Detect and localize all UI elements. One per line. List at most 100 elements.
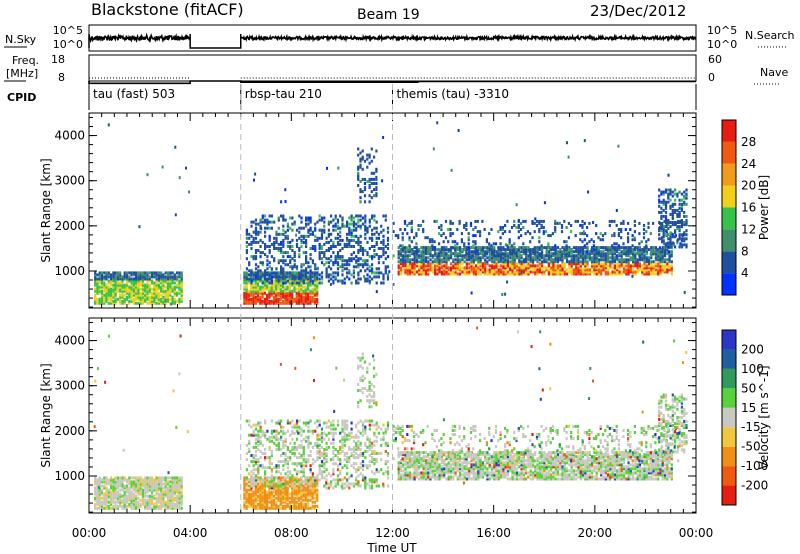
rti-cell <box>98 504 101 508</box>
rti-cell <box>123 486 126 490</box>
rti-cell <box>622 270 626 274</box>
rti-cell <box>515 254 519 258</box>
rti-cell <box>146 297 149 301</box>
rti-cell <box>460 248 463 252</box>
rti-cell <box>386 275 390 279</box>
rti-cell <box>279 506 282 510</box>
rti-cell <box>155 285 158 289</box>
rti-cell <box>110 273 113 277</box>
rti-cell <box>291 480 294 484</box>
rti-cell <box>326 166 328 170</box>
rti-cell <box>463 244 466 248</box>
rti-cell <box>361 149 364 153</box>
rti-cell <box>100 281 104 285</box>
rti-cell <box>577 252 580 256</box>
rti-cell <box>293 289 296 293</box>
rti-cell <box>570 248 573 252</box>
rti-cell <box>256 289 260 293</box>
rti-cell <box>245 240 248 244</box>
rti-cell <box>137 279 140 283</box>
rti-cell <box>650 270 653 274</box>
rti-cell <box>620 272 623 276</box>
rti-cell <box>541 248 544 252</box>
rti-cell <box>563 256 566 260</box>
rti-cell <box>272 287 276 291</box>
rti-cell <box>259 486 262 490</box>
rti-cell <box>313 287 316 291</box>
rti-cell <box>304 299 307 303</box>
rti-cell <box>323 220 326 224</box>
rti-cell <box>268 285 271 289</box>
rti-cell <box>662 229 665 233</box>
rti-cell <box>286 245 289 248</box>
rti-cell <box>477 262 480 266</box>
rti-cell <box>645 240 648 244</box>
rti-cell <box>386 230 390 234</box>
rti-cell <box>500 246 503 250</box>
rti-cell <box>119 285 122 289</box>
rti-cell <box>103 500 106 504</box>
rti-cell <box>669 225 672 229</box>
rti-cell <box>291 249 294 252</box>
rti-cell <box>125 478 129 482</box>
rti-cell <box>415 262 418 266</box>
rti-cell <box>454 250 457 254</box>
rti-cell <box>105 289 108 293</box>
rti-cell <box>568 246 571 250</box>
rti-cell <box>420 254 423 258</box>
rti-cell <box>350 273 353 277</box>
rti-cell <box>164 490 167 494</box>
rti-cell <box>155 490 158 494</box>
rti-cell <box>666 264 669 268</box>
rti-cell <box>94 480 97 484</box>
rti-cell <box>600 254 603 258</box>
rti-cell <box>597 246 600 250</box>
rti-cell <box>529 254 532 258</box>
rti-cell <box>436 252 439 256</box>
rti-cell <box>527 266 530 270</box>
rti-cell <box>348 238 351 242</box>
rti-cell <box>302 490 305 494</box>
rti-cell <box>256 486 260 490</box>
rti-cell <box>413 262 416 266</box>
rti-cell <box>502 264 505 268</box>
rti-cell <box>538 256 541 260</box>
rti-cell <box>440 260 443 264</box>
rti-cell <box>574 234 577 238</box>
rti-cell <box>600 264 603 268</box>
rti-cell <box>268 289 271 293</box>
rti-cell <box>584 264 587 268</box>
rti-cell <box>364 279 367 283</box>
rti-cell <box>593 266 596 270</box>
rti-cell <box>676 214 679 218</box>
rti-cell <box>105 496 108 500</box>
rti-cell <box>522 226 525 229</box>
rti-cell <box>135 279 138 283</box>
rti-cell <box>685 243 688 247</box>
rti-cell <box>146 504 149 508</box>
rti-cell <box>327 232 330 236</box>
rti-cell <box>664 225 668 229</box>
rti-cell <box>309 228 312 232</box>
rti-cell <box>279 496 282 500</box>
rti-cell <box>607 260 610 264</box>
date-label: 23/Dec/2012 <box>590 2 686 20</box>
rti-cell <box>254 504 257 508</box>
rti-cell <box>597 262 601 266</box>
rti-cell <box>164 301 167 305</box>
rti-cell <box>676 208 679 212</box>
rti-cell <box>370 196 373 200</box>
rti-cell <box>443 268 446 272</box>
rti-cell <box>316 277 319 281</box>
rti-cell <box>590 248 593 252</box>
y-tick-label: 1000 <box>54 264 85 278</box>
rti-cell <box>245 232 248 236</box>
rti-cell <box>529 258 532 262</box>
rti-cell <box>645 244 648 248</box>
rti-cell <box>94 293 97 297</box>
rti-cell <box>264 230 267 234</box>
rti-cell <box>520 221 523 225</box>
rti-cell <box>256 291 260 295</box>
rti-cell <box>116 271 119 275</box>
rti-cell <box>364 277 367 281</box>
